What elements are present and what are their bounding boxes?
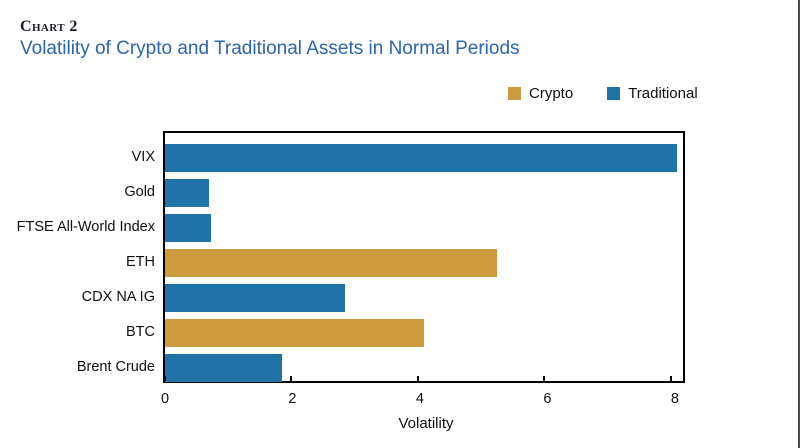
category-label: FTSE All-World Index (16, 219, 155, 235)
page-right-border (798, 0, 800, 448)
x-axis-tick (164, 376, 166, 381)
x-axis-tick (669, 376, 672, 381)
x-tick-label: 0 (160, 391, 170, 407)
legend-label-traditional: Traditional (628, 85, 698, 102)
y-axis-category-labels: VIX Gold FTSE All-World Index ETH CDX NA IG B… (0, 133, 155, 385)
x-tick-label: 4 (415, 391, 424, 407)
bar-cdx-na-ig (165, 283, 346, 312)
legend-item: Crypto (508, 85, 573, 102)
legend-item: Traditional (607, 85, 698, 102)
x-axis-tick-labels: 0 2 4 6 8 (161, 391, 687, 407)
crypto-swatch (508, 87, 521, 100)
category-label: VIX (131, 149, 155, 165)
plot-area (163, 131, 685, 383)
category-label: CDX NA IG (81, 289, 155, 305)
bar-ftse-all-world-index (165, 213, 211, 242)
x-tick-label: 2 (288, 391, 297, 407)
bar-brent-crude (165, 353, 282, 382)
category-label: BTC (126, 324, 155, 340)
x-axis-label: Volatility (398, 415, 454, 432)
legend-label-crypto: Crypto (529, 85, 574, 102)
x-axis-tick (416, 376, 419, 381)
bar-gold (165, 178, 210, 207)
x-tick-label: 6 (543, 391, 552, 407)
chart-number-label: Chart 2 (20, 18, 78, 35)
bar-btc (165, 318, 425, 347)
chart-header: Chart 2 Volatility of Crypto and Traditi… (20, 18, 520, 60)
legend: Crypto Traditional (508, 85, 698, 102)
page-title: Volatility of Crypto and Traditional Ass… (20, 38, 520, 59)
x-axis-tick (290, 376, 293, 381)
category-label: Gold (124, 184, 155, 200)
x-tick-label: 8 (670, 391, 679, 407)
bar-eth (165, 248, 498, 277)
category-label: Brent Crude (76, 359, 155, 375)
category-label: ETH (126, 254, 155, 270)
traditional-swatch (607, 87, 621, 100)
x-axis-tick (543, 376, 546, 381)
bar-vix (165, 143, 678, 172)
